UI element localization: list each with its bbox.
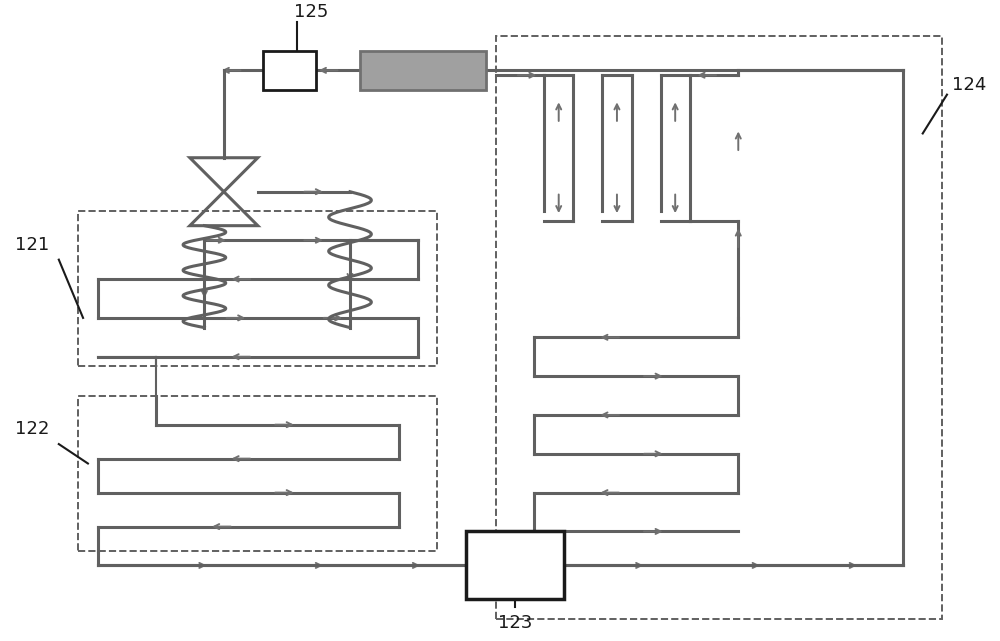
Text: 123: 123 (498, 614, 532, 632)
Text: 124: 124 (952, 76, 986, 94)
Bar (360, 51, 486, 90)
Bar (78, 395, 437, 551)
Bar (263, 51, 316, 90)
Text: 122: 122 (15, 420, 49, 438)
Text: 125: 125 (294, 3, 328, 21)
Text: 121: 121 (15, 236, 49, 254)
Bar (78, 211, 437, 367)
Bar (466, 531, 564, 599)
Bar (496, 37, 942, 619)
